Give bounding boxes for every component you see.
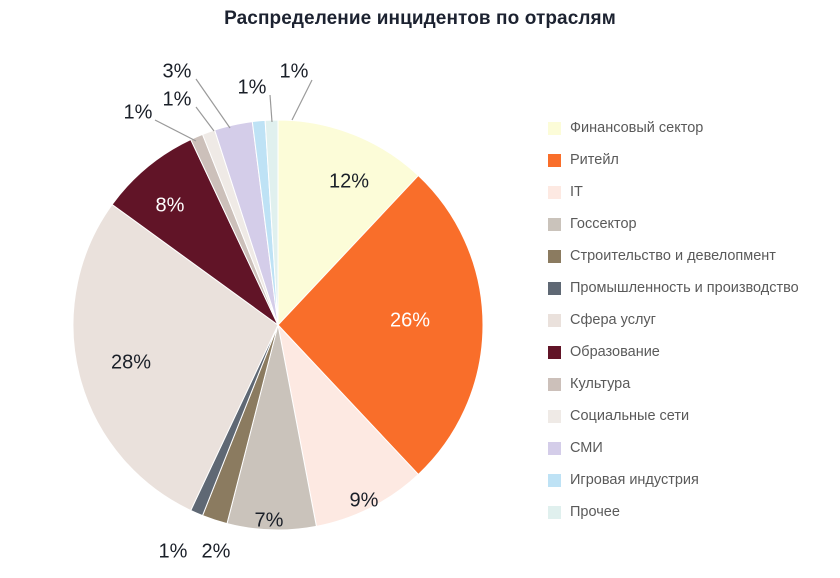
- legend-color-swatch: [548, 377, 561, 391]
- pie-slice[interactable]: [72, 203, 279, 512]
- legend-item[interactable]: Прочее: [548, 496, 840, 528]
- leader-line: [195, 78, 231, 129]
- leader-line: [291, 79, 313, 121]
- legend-color-swatch: [548, 473, 561, 487]
- legend-item[interactable]: Госсектор: [548, 208, 840, 240]
- legend-color-swatch: [548, 409, 561, 423]
- legend-color-swatch: [548, 153, 561, 167]
- legend-color-swatch: [548, 345, 561, 359]
- legend-color-swatch: [548, 121, 561, 135]
- legend-item[interactable]: Игровая индустрия: [548, 464, 840, 496]
- legend-item-label: Образование: [570, 343, 660, 360]
- legend-item[interactable]: Сфера услуг: [548, 304, 840, 336]
- legend-item[interactable]: Социальные сети: [548, 400, 840, 432]
- legend-item-label: Финансовый сектор: [570, 119, 704, 136]
- legend-item[interactable]: Образование: [548, 336, 840, 368]
- pie-slice[interactable]: [277, 323, 420, 527]
- pie-slice[interactable]: [277, 174, 484, 476]
- chart-legend: Финансовый сектор Ритейл IT Госсектор Строит…: [548, 112, 840, 528]
- legend-item[interactable]: Ритейл: [548, 144, 840, 176]
- leader-line-group: [154, 78, 313, 142]
- legend-item-label: Прочее: [570, 503, 620, 520]
- legend-item-label: Строительство и девелопмент: [570, 247, 776, 264]
- legend-item-label: Ритейл: [570, 151, 619, 168]
- legend-item[interactable]: Культура: [548, 368, 840, 400]
- legend-item-label: Сфера услуг: [570, 311, 656, 328]
- legend-color-swatch: [548, 441, 561, 455]
- legend-item-label: Госсектор: [570, 215, 637, 232]
- leader-line: [154, 119, 197, 142]
- legend-item-label: Социальные сети: [570, 407, 690, 424]
- legend-color-swatch: [548, 313, 561, 327]
- legend-item[interactable]: Финансовый сектор: [548, 112, 840, 144]
- legend-item-label: Культура: [570, 375, 631, 392]
- legend-color-swatch: [548, 217, 561, 231]
- legend-item[interactable]: Промышленность и производство: [548, 272, 840, 304]
- legend-item[interactable]: IT: [548, 176, 840, 208]
- pie-slice[interactable]: [277, 119, 420, 327]
- leader-line: [195, 106, 215, 132]
- legend-item-label: Игровая индустрия: [570, 471, 699, 488]
- legend-color-swatch: [548, 281, 561, 295]
- legend-item-label: Промышленность и производство: [570, 279, 799, 296]
- chart-title: Распределение инцидентов по отраслям: [224, 8, 616, 29]
- pie-plot-area: 12% 26% 9% 7% 2% 1% 28% 8% 1% 1% 3% 1% 1%: [0, 38, 540, 578]
- leader-line: [269, 94, 273, 123]
- pie-svg: [72, 78, 484, 531]
- legend-item-label: СМИ: [570, 439, 603, 456]
- legend-item[interactable]: Строительство и девелопмент: [548, 240, 840, 272]
- legend-color-swatch: [548, 185, 561, 199]
- legend-color-swatch: [548, 249, 561, 263]
- legend-color-swatch: [548, 505, 561, 519]
- pie-slice-group: [72, 119, 484, 531]
- legend-item-label: IT: [570, 183, 583, 200]
- pie-slice[interactable]: [111, 138, 279, 326]
- legend-item[interactable]: СМИ: [548, 432, 840, 464]
